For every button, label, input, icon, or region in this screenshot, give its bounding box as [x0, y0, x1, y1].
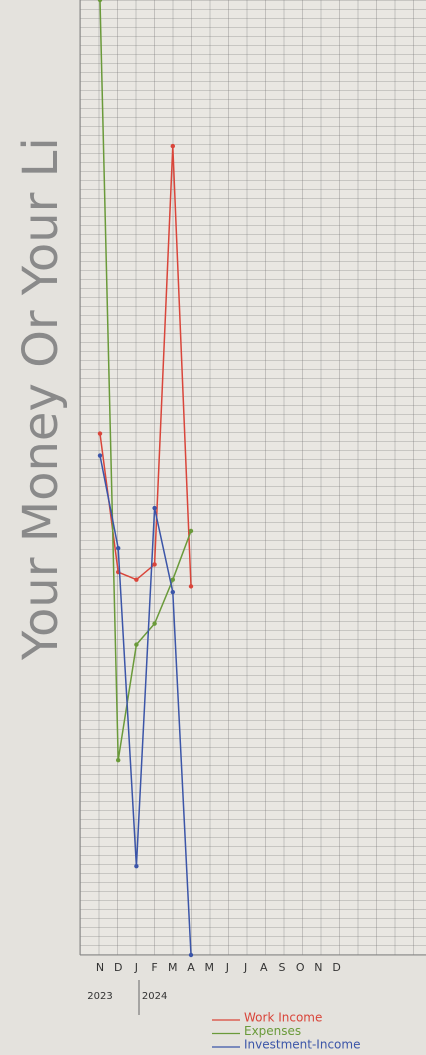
data-point: [152, 621, 157, 626]
data-point: [188, 528, 194, 534]
data-point: [152, 505, 157, 511]
data-point: [97, 431, 103, 436]
x-tick-label: D: [332, 961, 340, 974]
legend-label: Investment-Income: [244, 1038, 360, 1052]
data-point: [97, 453, 103, 458]
year-label: 2023: [87, 991, 112, 1002]
x-tick-label: M: [204, 961, 214, 974]
x-tick-label: F: [151, 961, 157, 974]
x-tick-label: J: [134, 961, 138, 974]
x-tick-label: N: [314, 961, 322, 974]
series-line: [99, 455, 192, 956]
data-point: [97, 0, 103, 3]
x-tick-label: J: [243, 961, 247, 974]
data-point: [116, 545, 121, 551]
data-point: [134, 642, 139, 647]
x-tick-label: D: [114, 961, 122, 974]
x-tick-label: O: [296, 961, 305, 974]
data-point: [188, 584, 194, 589]
x-tick-label: J: [225, 961, 229, 974]
x-tick-label: A: [187, 961, 195, 974]
year-label: 2024: [142, 991, 167, 1002]
x-tick-label: A: [260, 961, 268, 974]
series-line: [99, 146, 192, 587]
data-point: [134, 577, 139, 582]
data-point: [170, 143, 175, 149]
chart-title: Your Money Or Your Li: [13, 137, 69, 661]
x-tick-label: N: [96, 961, 104, 974]
data-point: [134, 863, 139, 869]
graph-paper: [80, 0, 426, 955]
series-line: [99, 0, 192, 761]
legend-label: Work Income: [244, 1011, 322, 1025]
x-tick-label: M: [168, 961, 178, 974]
data-point: [152, 562, 157, 567]
data-point: [170, 577, 175, 582]
legend-label: Expenses: [244, 1024, 301, 1038]
data-point: [170, 589, 175, 595]
data-point: [188, 952, 194, 958]
data-point: [116, 757, 121, 763]
x-tick-label: S: [279, 961, 286, 974]
